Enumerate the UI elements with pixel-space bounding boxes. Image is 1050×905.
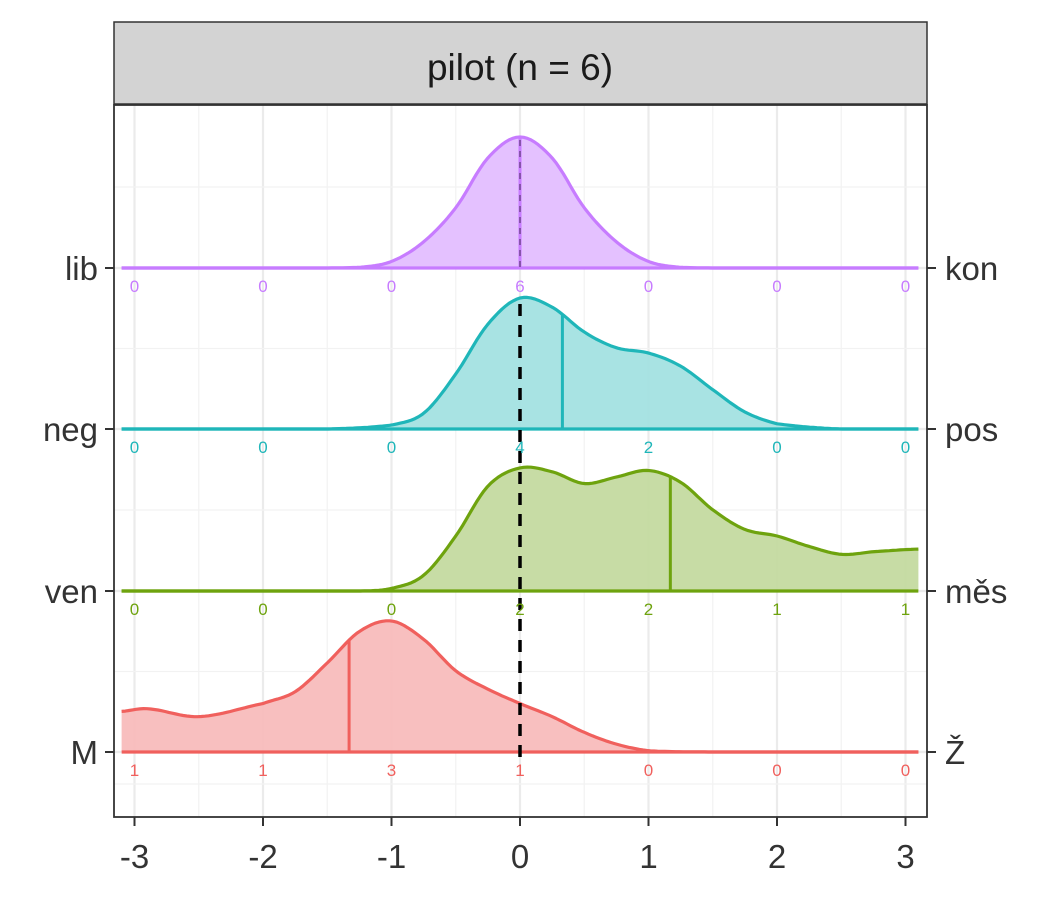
count-label-neg: 0 <box>130 438 139 457</box>
y-axis-left: lib neg ven M <box>43 250 114 771</box>
y-label-right: kon <box>945 250 998 287</box>
y-label-left: M <box>71 734 99 771</box>
density-area-ven <box>121 467 919 591</box>
count-label-ven: 1 <box>901 600 910 619</box>
ridge-neg <box>121 295 919 431</box>
density-area-M <box>121 620 919 752</box>
ridge-ven <box>121 465 919 593</box>
count-label-ven: 0 <box>387 600 396 619</box>
count-label-M: 0 <box>772 761 781 780</box>
y-label-left: lib <box>65 250 98 287</box>
count-label-M: 0 <box>901 761 910 780</box>
count-label-M: 0 <box>644 761 653 780</box>
count-label-neg: 0 <box>901 438 910 457</box>
count-label-ven: 2 <box>515 600 524 619</box>
count-label-lib: 0 <box>387 277 396 296</box>
count-label-lib: 0 <box>901 277 910 296</box>
y-axis-right: kon pos měs Ž <box>927 250 1007 771</box>
x-tick-label: -3 <box>120 838 149 875</box>
count-label-ven: 0 <box>258 600 267 619</box>
count-label-lib: 0 <box>772 277 781 296</box>
y-label-right: měs <box>945 573 1007 610</box>
count-label-neg: 0 <box>258 438 267 457</box>
count-label-M: 1 <box>130 761 139 780</box>
x-tick-label: -2 <box>248 838 277 875</box>
y-label-right: Ž <box>945 734 965 771</box>
facet-title: pilot (n = 6) <box>427 47 613 88</box>
x-tick-label: -1 <box>377 838 406 875</box>
x-tick-label: 2 <box>768 838 786 875</box>
count-label-M: 3 <box>387 761 396 780</box>
ridge-lib <box>121 135 919 270</box>
facet-strip: pilot (n = 6) <box>113 21 928 105</box>
count-labels: 0 0 0 6 0 0 0 0 0 0 4 2 0 0 0 0 0 2 2 1 1 1 1 3 1 0 0 0 <box>130 277 910 780</box>
count-label-M: 1 <box>258 761 267 780</box>
count-label-lib: 0 <box>258 277 267 296</box>
facet-strip-box <box>113 21 928 105</box>
count-label-ven: 2 <box>644 600 653 619</box>
count-label-neg: 4 <box>515 438 524 457</box>
y-label-right: pos <box>945 411 998 448</box>
count-label-neg: 0 <box>387 438 396 457</box>
x-tick-label: 0 <box>511 838 529 875</box>
count-label-lib: 0 <box>644 277 653 296</box>
count-label-lib: 6 <box>515 277 524 296</box>
x-tick-label: 1 <box>639 838 657 875</box>
count-label-neg: 2 <box>644 438 653 457</box>
count-label-M: 1 <box>515 761 524 780</box>
ridges <box>121 135 919 754</box>
y-label-left: ven <box>45 573 98 610</box>
x-tick-label: 3 <box>896 838 914 875</box>
count-label-ven: 1 <box>772 600 781 619</box>
count-label-ven: 0 <box>130 600 139 619</box>
count-label-lib: 0 <box>130 277 139 296</box>
count-label-neg: 0 <box>772 438 781 457</box>
x-axis: -3 -2 -1 0 1 2 3 <box>120 817 915 875</box>
y-label-left: neg <box>43 411 98 448</box>
